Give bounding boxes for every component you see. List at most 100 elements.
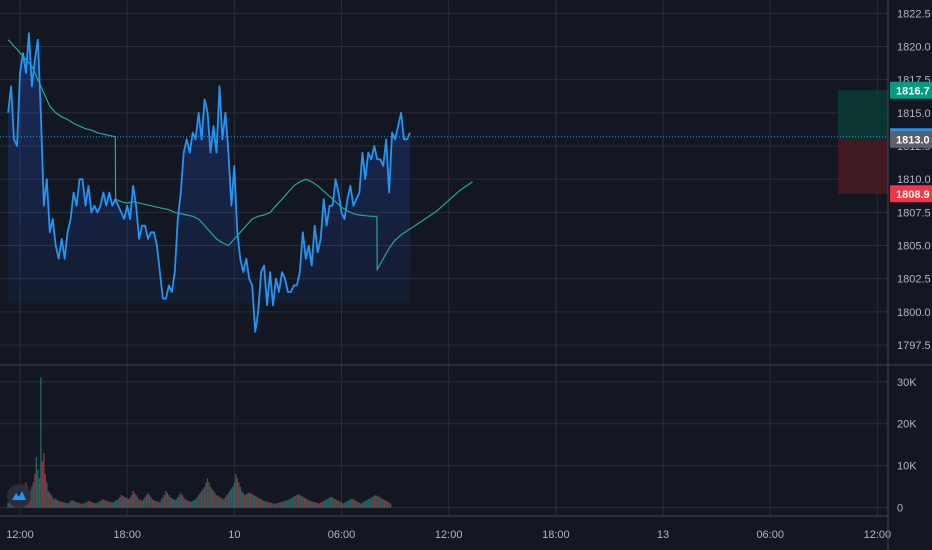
volume-bar: [56, 500, 58, 508]
volume-bar: [113, 501, 115, 508]
volume-bar: [87, 500, 90, 508]
volume-bar: [187, 500, 189, 508]
volume-bar: [331, 497, 334, 508]
volume-bar: [130, 495, 133, 508]
volume-bar: [348, 500, 350, 508]
volume-bar: [388, 502, 390, 508]
price-tick-label: 1797.5: [897, 340, 931, 352]
volume-bar: [63, 502, 66, 508]
volume-bar: [358, 502, 361, 508]
series-layer: [0, 32, 888, 333]
volume-bar: [303, 497, 306, 508]
volume-bar: [223, 499, 225, 508]
volume-bar: [35, 457, 38, 508]
volume-bar: [345, 501, 347, 508]
volume-bar: [147, 492, 149, 508]
volume-bar: [242, 492, 244, 508]
volume-bar: [386, 501, 389, 508]
volume-bar: [184, 499, 186, 508]
volume-bar: [252, 495, 255, 508]
tradingview-logo-icon[interactable]: [7, 484, 31, 508]
volume-bar: [53, 499, 55, 508]
volume-bar: [306, 499, 308, 508]
volume-bar: [361, 502, 364, 508]
volume-bar: [111, 502, 113, 508]
volume-bar: [116, 500, 118, 508]
average-line[interactable]: [7, 39, 473, 272]
volume-bar: [378, 496, 380, 508]
volume-bar: [107, 501, 109, 508]
volume-bar: [65, 502, 67, 508]
volume-bar: [291, 497, 294, 508]
volume-bar: [166, 492, 169, 508]
volume-bar: [319, 502, 322, 508]
price-line[interactable]: [7, 32, 411, 333]
volume-bar: [129, 497, 131, 508]
volume-bar: [227, 492, 230, 508]
grid-layer: [0, 0, 888, 516]
volume-bar: [157, 501, 160, 508]
volume-bar: [105, 500, 108, 508]
volume-bar: [235, 474, 237, 508]
volume-bar: [372, 496, 374, 508]
volume-bar: [178, 495, 180, 508]
volume-bar: [308, 500, 310, 508]
volume-bar: [160, 499, 163, 508]
volume-bar: [154, 500, 157, 508]
time-tick-label: 12:00: [6, 529, 34, 541]
volume-bar: [297, 494, 300, 508]
volume-bar: [148, 495, 151, 508]
price-badge-label: 1816.7: [896, 85, 930, 97]
volume-bar: [80, 503, 82, 508]
volume-bar: [41, 461, 44, 508]
volume-bar: [32, 482, 35, 508]
price-tick-label: 1820.0: [897, 41, 931, 53]
volume-bar: [263, 500, 265, 508]
stop-loss-zone[interactable]: [838, 139, 888, 194]
volume-bar: [172, 499, 175, 508]
volume-bar: [261, 500, 264, 508]
volume-bar: [95, 503, 97, 508]
volume-bar: [40, 377, 42, 508]
price-area-fill: [8, 33, 410, 332]
volume-bar: [108, 501, 111, 508]
volume-bar: [193, 500, 195, 508]
volume-bar: [75, 502, 78, 508]
volume-bar: [321, 501, 323, 508]
volume-bar: [238, 482, 240, 508]
take-profit-zone[interactable]: [838, 90, 888, 140]
time-tick-label: 06:00: [328, 529, 356, 541]
volume-bar: [199, 492, 201, 508]
volume-bar: [119, 497, 121, 508]
volume-bar: [305, 498, 307, 508]
volume-bar: [343, 502, 346, 508]
volume-bar: [120, 495, 122, 508]
volume-bar: [336, 500, 338, 508]
volume-bar: [186, 500, 188, 508]
volume-bar: [74, 501, 76, 508]
volume-bar: [279, 502, 282, 508]
volume-bar: [139, 500, 142, 508]
volume-bar: [47, 490, 49, 508]
volume-bar: [72, 500, 75, 508]
volume-bar: [352, 499, 355, 508]
volume-bars: [7, 377, 392, 508]
volume-bar: [31, 486, 33, 508]
volume-bar: [212, 490, 215, 508]
volume-bar: [334, 499, 337, 508]
volume-bar: [314, 502, 316, 508]
volume-bar: [7, 502, 9, 508]
volume-bar: [269, 502, 271, 508]
volume-bar: [373, 495, 375, 508]
volume-bar: [229, 490, 231, 508]
volume-bar: [299, 495, 301, 508]
time-tick-label: 12:00: [864, 529, 892, 541]
price-badge: [890, 185, 932, 203]
volume-bar: [191, 500, 194, 508]
volume-bar: [324, 500, 326, 508]
volume-bar: [203, 486, 206, 508]
volume-bar: [270, 502, 273, 508]
